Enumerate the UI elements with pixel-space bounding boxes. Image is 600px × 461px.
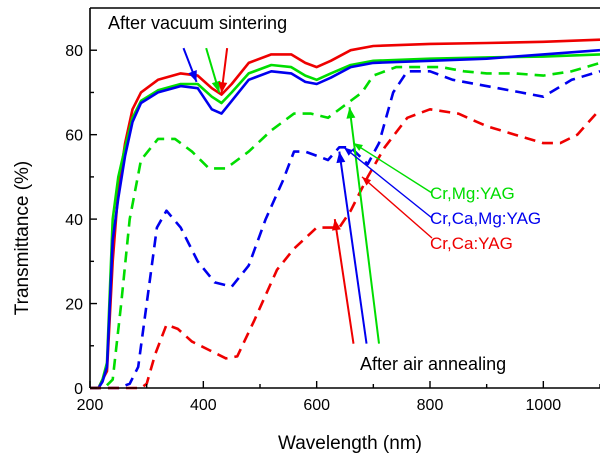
vacuum-sintering-annotation: After vacuum sintering [108, 13, 287, 33]
arrow-layer [182, 47, 433, 344]
series-layer [90, 38, 600, 390]
y-tick-label-60: 60 [65, 128, 83, 145]
x-tick-label-600: 600 [303, 397, 330, 414]
x-tick-label-200: 200 [77, 397, 104, 414]
series-line-cr-mg-yag-solid [90, 53, 600, 390]
legend-pointer-blue [343, 146, 433, 219]
x-tick-label-1000: 1000 [526, 397, 562, 414]
axes-layer: 200 400 600 800 1000 0 20 40 60 80 [65, 7, 600, 414]
y-axis-title: Transmittance (%) [12, 161, 33, 316]
series-line-cr-ca-yag-solid [90, 38, 600, 390]
series-line-cr-ca-mg-yag-dashed [90, 70, 600, 390]
series-line-cr-ca-mg-yag-solid [90, 48, 600, 390]
legend-pointer-red [361, 176, 433, 239]
vacuum-arrow-blue [182, 47, 198, 83]
legend-label-cr-ca-yag: Cr,Ca:YAG [430, 234, 513, 253]
air-arrow-red [331, 218, 355, 344]
legend-label-cr-mg-yag: Cr,Mg:YAG [430, 184, 515, 203]
air-annealing-annotation: After air annealing [360, 354, 506, 374]
y-tick-label-40: 40 [65, 212, 83, 229]
x-axis-title: Wavelength (nm) [278, 433, 422, 454]
legend-label-cr-ca-mg-yag: Cr,Ca,Mg:YAG [430, 209, 541, 228]
y-tick-label-80: 80 [65, 43, 83, 60]
series-line-cr-mg-yag-dashed [90, 61, 600, 390]
series-line-cr-ca-yag-dashed [90, 108, 600, 390]
x-tick-label-800: 800 [417, 397, 444, 414]
vacuum-arrow-green [205, 47, 221, 93]
x-tick-label-400: 400 [190, 397, 217, 414]
air-arrow-green [346, 107, 380, 344]
y-tick-label-0: 0 [74, 381, 83, 398]
legend-pointer-green [353, 142, 433, 194]
air-arrow-blue [336, 151, 368, 344]
vacuum-arrow-red [218, 47, 229, 94]
y-tick-label-20: 20 [65, 297, 83, 314]
